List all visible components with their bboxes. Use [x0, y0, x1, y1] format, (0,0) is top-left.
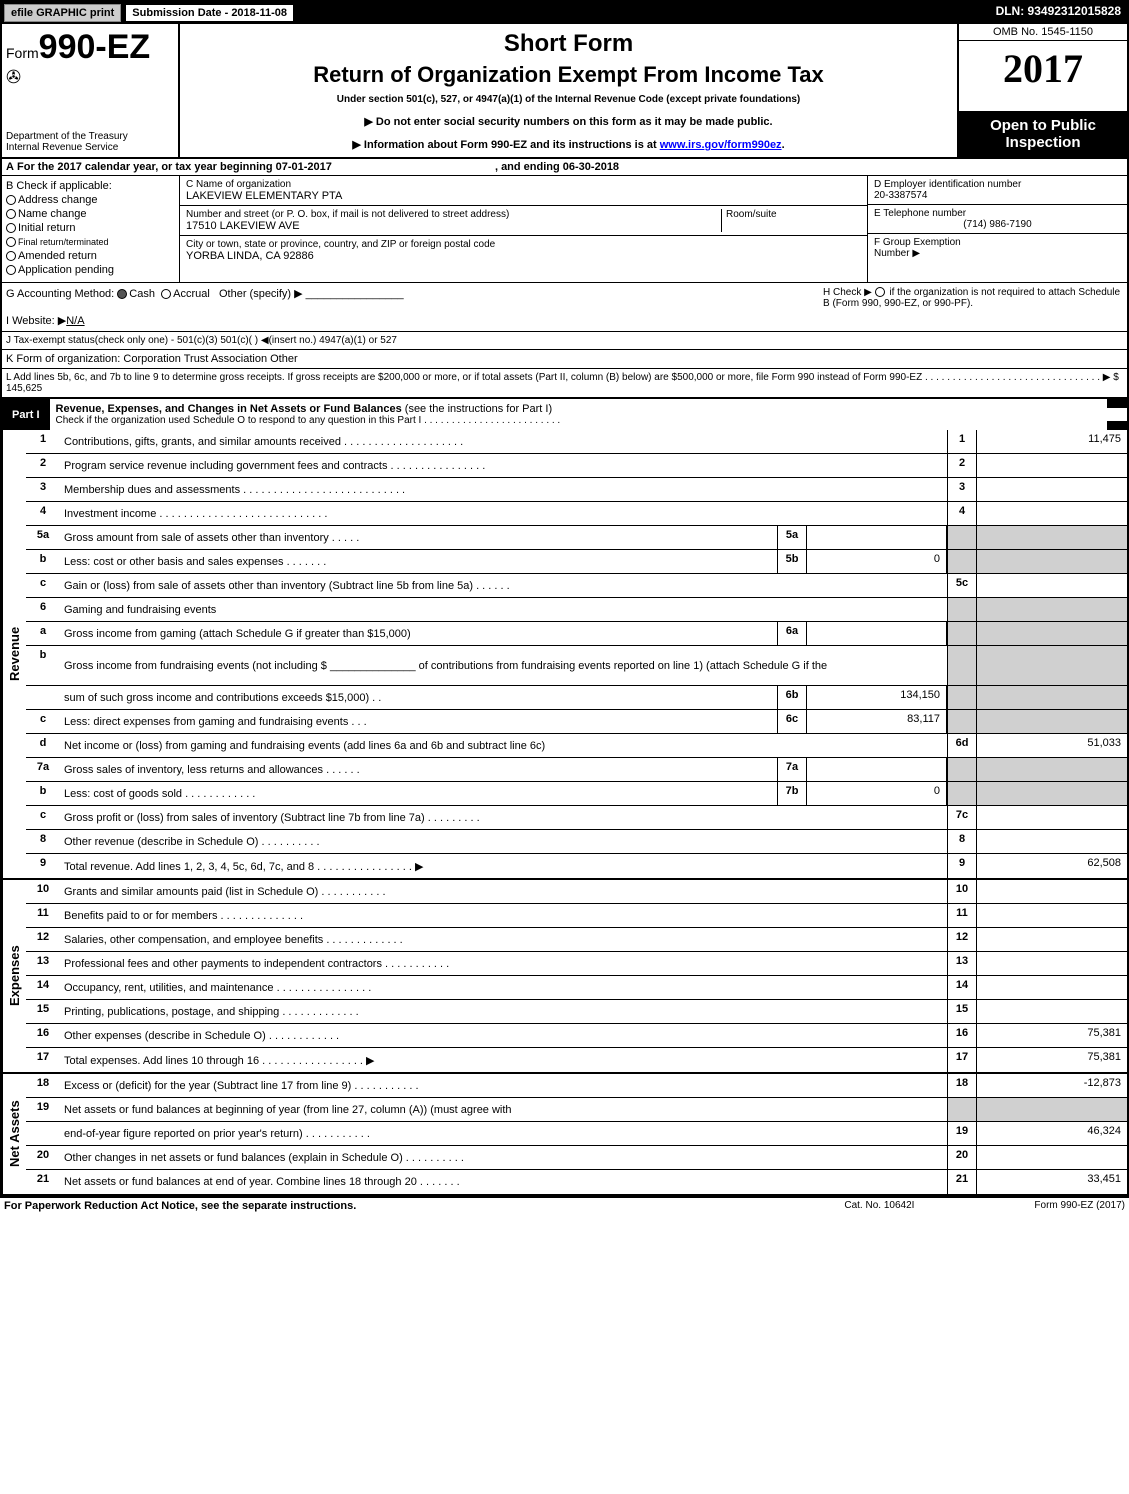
irs-link[interactable]: www.irs.gov/form990ez — [660, 139, 782, 151]
header-title-block: Short Form Return of Organization Exempt… — [180, 24, 957, 157]
line-5c-value — [977, 574, 1127, 597]
form-990ez-page: efile GRAPHIC print Submission Date - 20… — [0, 0, 1129, 1198]
open-to-public: Open to Public Inspection — [959, 111, 1127, 157]
col-c-org-info: C Name of organization LAKEVIEW ELEMENTA… — [180, 176, 867, 282]
line-1-value: 11,475 — [977, 430, 1127, 453]
address-label: Number and street (or P. O. box, if mail… — [186, 209, 721, 220]
line-3-value — [977, 478, 1127, 501]
org-name-label: C Name of organization — [186, 179, 861, 190]
line-12-value — [977, 928, 1127, 951]
omb-number: OMB No. 1545-1150 — [959, 24, 1127, 41]
expenses-side-label: Expenses — [2, 880, 26, 1072]
group-exemption-label: F Group Exemption — [874, 237, 1121, 248]
phone-label: E Telephone number — [874, 208, 1121, 219]
line-14-value — [977, 976, 1127, 999]
tax-year: 2017 — [959, 41, 1127, 96]
h-schedule-b: H Check ▶ if the organization is not req… — [823, 287, 1123, 327]
line-16-value: 75,381 — [977, 1024, 1127, 1047]
chk-application-pending[interactable]: Application pending — [6, 264, 175, 276]
row-j-tax-exempt-status: J Tax-exempt status(check only one) - 50… — [2, 332, 1127, 350]
paperwork-notice: For Paperwork Reduction Act Notice, see … — [4, 1200, 356, 1212]
line-15-value — [977, 1000, 1127, 1023]
chk-schedule-b[interactable] — [875, 287, 885, 297]
radio-cash[interactable] — [117, 289, 127, 299]
line-20-value — [977, 1146, 1127, 1169]
chk-initial-return[interactable]: Initial return — [6, 222, 175, 234]
city-label: City or town, state or province, country… — [186, 239, 495, 250]
catalog-number: Cat. No. 10642I — [844, 1200, 914, 1212]
line-6d-value: 51,033 — [977, 734, 1127, 757]
line-21-value: 33,451 — [977, 1170, 1127, 1194]
radio-accrual[interactable] — [161, 289, 171, 299]
revenue-side-label: Revenue — [2, 430, 26, 878]
dln-number: DLN: 93492312015828 — [990, 2, 1127, 24]
line-10-value — [977, 880, 1127, 903]
form-subtitle: Under section 501(c), 527, or 4947(a)(1)… — [186, 94, 951, 105]
efile-print-button[interactable]: efile GRAPHIC print — [4, 4, 121, 22]
header-left: Form990-EZ ✇ Department of the Treasury … — [2, 24, 180, 157]
org-name: LAKEVIEW ELEMENTARY PTA — [186, 190, 861, 202]
form-number-footer: Form 990-EZ (2017) — [1034, 1200, 1125, 1212]
website-value: N/A — [66, 315, 84, 327]
col-b-checkboxes: B Check if applicable: Address change Na… — [2, 176, 180, 282]
short-form-label: Short Form — [186, 30, 951, 58]
col-d-ein-phone: D Employer identification number 20-3387… — [867, 176, 1127, 282]
line-7b-value: 0 — [807, 782, 947, 805]
line-17-value: 75,381 — [977, 1048, 1127, 1072]
row-k-form-of-org: K Form of organization: Corporation Trus… — [2, 350, 1127, 369]
line-9-value: 62,508 — [977, 854, 1127, 878]
line-7c-value — [977, 806, 1127, 829]
line-13-value — [977, 952, 1127, 975]
line-11-value — [977, 904, 1127, 927]
treasury-dept: Department of the Treasury Internal Reve… — [6, 131, 174, 153]
form-title: Return of Organization Exempt From Incom… — [186, 62, 951, 88]
group-exemption-number-label: Number ▶ — [874, 248, 1121, 259]
header-right: OMB No. 1545-1150 2017 Open to Public In… — [957, 24, 1127, 157]
line-6c-value: 83,117 — [807, 710, 947, 733]
ssn-warning: ▶ Do not enter social security numbers o… — [186, 115, 951, 128]
submission-date: Submission Date - 2018-11-08 — [125, 4, 294, 22]
line-8-value — [977, 830, 1127, 853]
line-7a-value — [807, 758, 947, 781]
ein-value: 20-3387574 — [874, 190, 1121, 201]
room-suite-label: Room/suite — [726, 209, 861, 220]
page-footer: For Paperwork Reduction Act Notice, see … — [0, 1198, 1129, 1214]
chk-address-change[interactable]: Address change — [6, 194, 175, 206]
line-19-value: 46,324 — [977, 1122, 1127, 1145]
address: 17510 LAKEVIEW AVE — [186, 220, 721, 232]
line-4-value — [977, 502, 1127, 525]
topbar: efile GRAPHIC print Submission Date - 20… — [2, 2, 1127, 24]
line-2-value — [977, 454, 1127, 477]
line-6a-value — [807, 622, 947, 645]
info-link-line: ▶ Information about Form 990-EZ and its … — [186, 138, 951, 151]
row-a-tax-year: A For the 2017 calendar year, or tax yea… — [2, 159, 1127, 176]
line-5a-value — [807, 526, 947, 549]
net-assets-table: Net Assets 18Excess or (deficit) for the… — [2, 1074, 1127, 1196]
row-g-accounting: G Accounting Method: Cash Accrual Other … — [2, 283, 1127, 332]
form-number: Form990-EZ — [6, 28, 174, 67]
city-state-zip: YORBA LINDA, CA 92886 — [186, 250, 495, 262]
line-5b-value: 0 — [807, 550, 947, 573]
expenses-table: Expenses 10Grants and similar amounts pa… — [2, 880, 1127, 1074]
chk-amended-return[interactable]: Amended return — [6, 250, 175, 262]
ein-label: D Employer identification number — [874, 179, 1121, 190]
chk-final-return[interactable]: Final return/terminated — [6, 236, 175, 248]
phone-value: (714) 986-7190 — [874, 219, 1121, 230]
line-18-value: -12,873 — [977, 1074, 1127, 1097]
revenue-table: Revenue 1Contributions, gifts, grants, a… — [2, 430, 1127, 880]
chk-name-change[interactable]: Name change — [6, 208, 175, 220]
line-6b-value: 134,150 — [807, 686, 947, 709]
row-l-gross-receipts: L Add lines 5b, 6c, and 7b to line 9 to … — [2, 369, 1127, 399]
section-b-identity: B Check if applicable: Address change Na… — [2, 176, 1127, 283]
form-header: Form990-EZ ✇ Department of the Treasury … — [2, 24, 1127, 159]
part-1-header: Part I Revenue, Expenses, and Changes in… — [2, 399, 1127, 430]
net-assets-side-label: Net Assets — [2, 1074, 26, 1194]
